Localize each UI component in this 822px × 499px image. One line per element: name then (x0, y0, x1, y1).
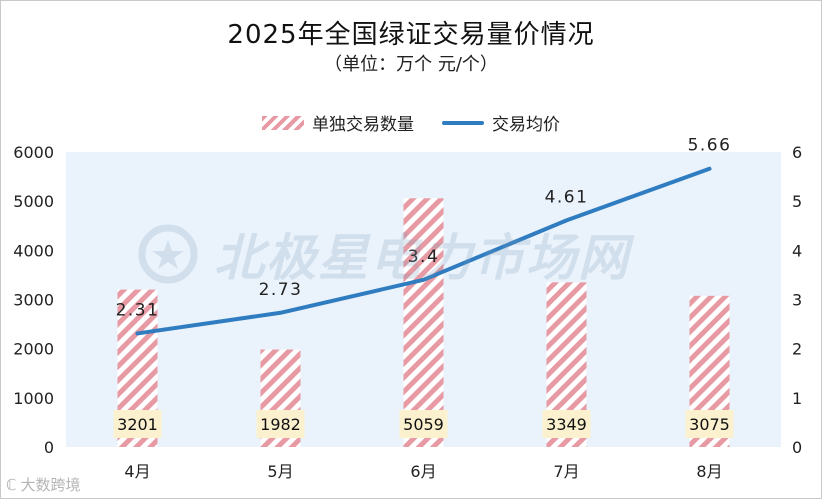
bar-value-label: 3349 (546, 415, 587, 434)
y-left-tick-label: 6000 (13, 143, 54, 162)
legend-swatch-line (442, 120, 484, 125)
x-tick-label: 4月 (124, 462, 150, 481)
y-left-tick-label: 3000 (13, 291, 54, 310)
line-value-label: 5.66 (688, 136, 732, 156)
line-value-label: 4.61 (545, 187, 589, 207)
y-right-tick-label: 6 (792, 143, 802, 162)
legend-label-bar: 单独交易数量 (312, 115, 414, 135)
line-value-label: 2.31 (116, 300, 160, 320)
legend-item-bar: 单独交易数量 (262, 110, 414, 135)
x-tick-label: 7月 (553, 462, 579, 481)
bar-value-label-box (113, 410, 162, 438)
bar-value-label-box (542, 410, 591, 438)
bar-value-label: 1982 (260, 415, 301, 434)
y-right-tick-label: 1 (792, 389, 802, 408)
y-right-tick-label: 5 (792, 192, 802, 211)
y-right-tick-label: 2 (792, 340, 802, 359)
y-left-tick-label: 2000 (13, 340, 54, 359)
x-tick-label: 6月 (410, 462, 436, 481)
x-tick-label: 8月 (696, 462, 722, 481)
y-left-tick-label: 1000 (13, 389, 54, 408)
bar-value-label: 3201 (117, 415, 158, 434)
chart-title: 2025年全国绿证交易量价情况 (227, 20, 595, 50)
legend: 单独交易数量 交易均价 (0, 110, 822, 135)
bar-value-label-box (256, 410, 305, 438)
legend-label-line: 交易均价 (492, 115, 560, 135)
corner-mark: ℂ 大数跨境 (6, 474, 81, 495)
x-tick-label: 5月 (267, 462, 293, 481)
y-left-tick-label: 0 (44, 438, 54, 457)
legend-item-line: 交易均价 (442, 110, 560, 135)
y-right-tick-label: 0 (792, 438, 802, 457)
y-right-tick-label: 3 (792, 291, 802, 310)
line-value-label: 3.4 (408, 247, 440, 267)
y-left-tick-label: 4000 (13, 241, 54, 260)
line-value-label: 2.73 (259, 280, 303, 300)
bar-value-label: 3075 (689, 415, 730, 434)
y-left-tick-label: 5000 (13, 192, 54, 211)
bar-value-label-box (399, 410, 448, 438)
y-right-tick-label: 4 (792, 241, 802, 260)
bar (403, 198, 444, 447)
bar-value-label-box (685, 410, 734, 438)
chart-subtitle: （单位：万个 元/个） (324, 54, 498, 75)
legend-swatch-bar (262, 115, 304, 130)
series-line (135, 166, 712, 336)
corner-mark-text: 大数跨境 (20, 476, 81, 494)
corner-logo-icon: ℂ (6, 475, 17, 494)
bar-value-label: 5059 (403, 415, 444, 434)
